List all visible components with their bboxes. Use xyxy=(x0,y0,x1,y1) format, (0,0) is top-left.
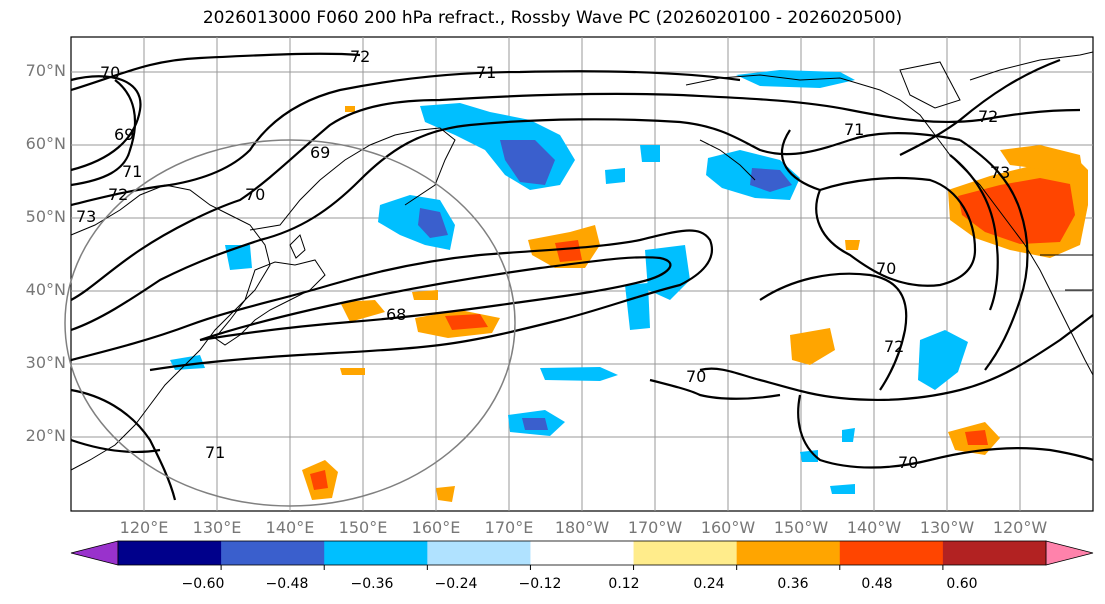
lon-label: 130°E xyxy=(192,518,242,537)
colorbar-extend-max xyxy=(1045,540,1094,566)
lat-label: 30°N xyxy=(25,353,66,372)
patch-darkblue-okhotsk xyxy=(500,140,555,185)
contour-line xyxy=(949,154,999,311)
contour-label: 72 xyxy=(978,107,998,126)
contour-line xyxy=(649,378,781,400)
colorbar-tick-label: −0.60 xyxy=(181,576,225,592)
contour-label: 71 xyxy=(844,120,864,139)
contour-line xyxy=(70,52,361,92)
contour-label: 70 xyxy=(100,63,120,82)
lon-label: 130°W xyxy=(919,518,975,537)
lon-label: 160°W xyxy=(700,518,756,537)
colorbar-segment xyxy=(633,541,738,565)
lon-label: 140°W xyxy=(846,518,902,537)
contour-line xyxy=(759,272,908,391)
contour-line xyxy=(780,129,821,192)
contour-label: 73 xyxy=(76,207,96,226)
colorbar-tick-label: 0.12 xyxy=(608,576,640,592)
lon-label: 120°W xyxy=(992,518,1048,537)
contour-label: 70 xyxy=(686,367,706,386)
colorbar-segment xyxy=(736,541,841,565)
contour-label: 70 xyxy=(245,185,265,204)
patch-orange-bc xyxy=(1000,145,1082,170)
colorbar-segment xyxy=(942,541,1047,565)
contour-line xyxy=(199,256,672,342)
lon-label: 170°E xyxy=(484,518,534,537)
contour-label: 73 xyxy=(990,163,1010,182)
contour-label: 69 xyxy=(114,125,134,144)
colorbar-segment xyxy=(530,541,635,565)
contour-line xyxy=(70,79,137,187)
contour-line xyxy=(699,314,1094,402)
contour-label: 72 xyxy=(108,185,128,204)
lon-label: 180°W xyxy=(554,518,610,537)
refractive-index-contours xyxy=(70,52,1094,501)
contour-label: 72 xyxy=(350,47,370,66)
map-title: 2026013000 F060 200 hPa refract., Rossby… xyxy=(202,8,903,28)
lat-label: 60°N xyxy=(25,134,66,153)
contour-label: 72 xyxy=(884,337,904,356)
contour-line xyxy=(70,70,741,207)
lat-label: 50°N xyxy=(25,207,66,226)
patch-darkblue-alaska xyxy=(750,168,792,192)
contour-line xyxy=(797,394,1094,469)
patch-orange-east xyxy=(790,328,835,365)
contour-label: 70 xyxy=(876,259,896,278)
patch-blue-hawaii-n xyxy=(540,367,618,381)
contour-line xyxy=(70,118,961,332)
colorbar-extend-min xyxy=(70,540,119,566)
colorbar-tick-label: −0.48 xyxy=(265,576,309,592)
contour-label: 70 xyxy=(898,453,918,472)
contour-line xyxy=(70,388,177,501)
contour-label: 71 xyxy=(205,443,225,462)
colorbar-segment xyxy=(324,541,428,565)
contour-line xyxy=(70,438,161,454)
lon-label: 160°E xyxy=(411,518,461,537)
colorbar-segment xyxy=(839,541,944,565)
lat-label: 40°N xyxy=(25,280,66,299)
colorbar-tick-label: 0.60 xyxy=(946,576,978,592)
colorbar-tick-label: 0.24 xyxy=(693,576,725,592)
contour-label: 69 xyxy=(310,143,330,162)
contour-line xyxy=(70,75,142,172)
lat-label: 20°N xyxy=(25,426,66,445)
contour-line xyxy=(70,92,1081,301)
contour-line xyxy=(959,139,1029,371)
contour-line xyxy=(70,229,713,372)
patch-blue-ne xyxy=(918,330,968,390)
colorbar-tick-label: 0.36 xyxy=(777,576,809,592)
contour-label: 71 xyxy=(476,63,496,82)
colorbar-tick-label: −0.12 xyxy=(518,576,562,592)
colorbar-segment xyxy=(221,541,325,565)
contour-label: 68 xyxy=(386,305,406,324)
colorbar-segment xyxy=(427,541,531,565)
contour-line xyxy=(815,176,977,287)
lat-label: 70°N xyxy=(25,61,66,80)
rossby-wave-circle xyxy=(64,139,516,507)
colorbar-tick-label: −0.36 xyxy=(350,576,394,592)
colorbar-tick-label: 0.48 xyxy=(861,576,893,592)
lon-label: 140°E xyxy=(265,518,315,537)
lon-label: 150°W xyxy=(773,518,829,537)
contour-label: 71 xyxy=(122,162,142,181)
colorbar xyxy=(70,540,1094,570)
contour-label-group: 70 72 71 69 71 72 73 70 69 68 71 72 71 7… xyxy=(76,47,1010,472)
colorbar-segment xyxy=(118,541,222,565)
lon-label: 120°E xyxy=(119,518,169,537)
patch-darkblue-kuril xyxy=(418,208,448,238)
colorbar-tick-label: −0.24 xyxy=(434,576,478,592)
filled-patches xyxy=(170,70,1088,502)
contour-line xyxy=(899,58,1061,156)
lon-label: 150°E xyxy=(338,518,388,537)
lon-label: 170°W xyxy=(627,518,683,537)
